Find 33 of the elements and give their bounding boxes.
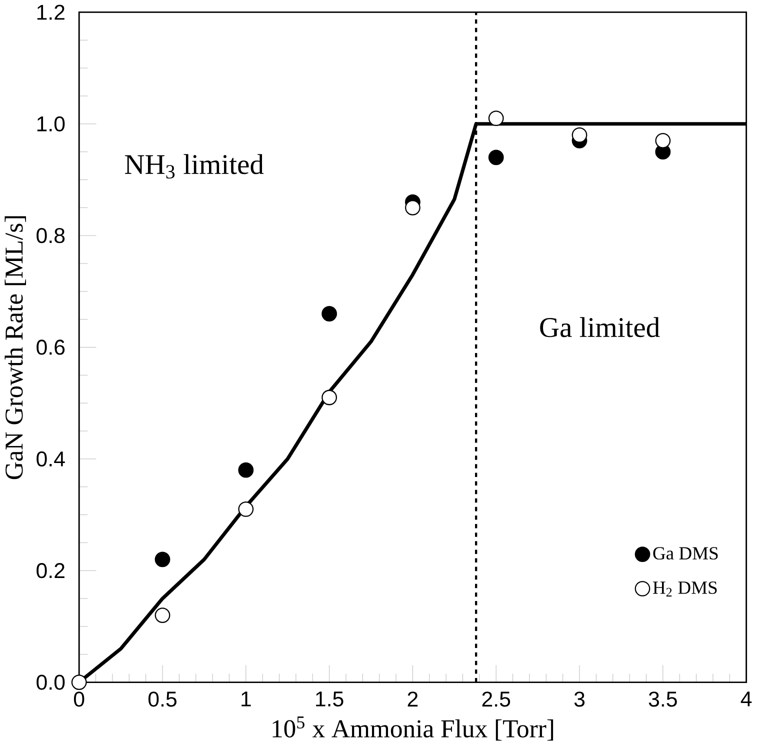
point	[572, 127, 588, 143]
x-tick-label: 3	[574, 691, 585, 707]
annotation: Ga limited	[540, 316, 660, 337]
y-tick-label: 1.2	[37, 4, 64, 20]
y-tick-label: 0.2	[36, 562, 64, 578]
x-tick-label: 1	[242, 691, 251, 706]
point	[71, 674, 87, 690]
x-tick-label: 0	[74, 691, 84, 707]
legend-label: H$_{2}$ DMS	[653, 581, 717, 596]
x-tick-label: 3.5	[648, 691, 677, 707]
legend-label: Ga DMS	[653, 546, 718, 560]
point	[488, 149, 504, 165]
x-tick-label: 4	[740, 691, 752, 706]
point	[154, 552, 170, 567]
point	[488, 110, 504, 126]
y-tick-label: 0.0	[36, 674, 65, 690]
y-tick-label: 0.8	[36, 228, 65, 243]
x-axis-title: 10$^{5}$ x Ammonia Flux [Torr]	[272, 716, 554, 740]
point	[322, 306, 337, 322]
x-tick-label: 1.5	[316, 691, 344, 706]
x-tick-label: 2.5	[482, 691, 510, 707]
x-tick-label: 0.5	[148, 691, 176, 707]
point	[238, 462, 254, 478]
y-tick-label: 0.6	[36, 339, 65, 355]
x-tick-label: 2	[408, 691, 418, 706]
point	[655, 132, 671, 148]
point	[405, 200, 420, 216]
y-tick-label: 1.0	[37, 116, 65, 132]
point	[322, 390, 337, 405]
y-axis-title: GaN Growth Rate [ML/s]	[4, 216, 26, 479]
y-tick-label: 0.4	[36, 451, 65, 466]
annotation: NH$_{3}$ limited	[124, 154, 264, 178]
point	[238, 501, 254, 517]
